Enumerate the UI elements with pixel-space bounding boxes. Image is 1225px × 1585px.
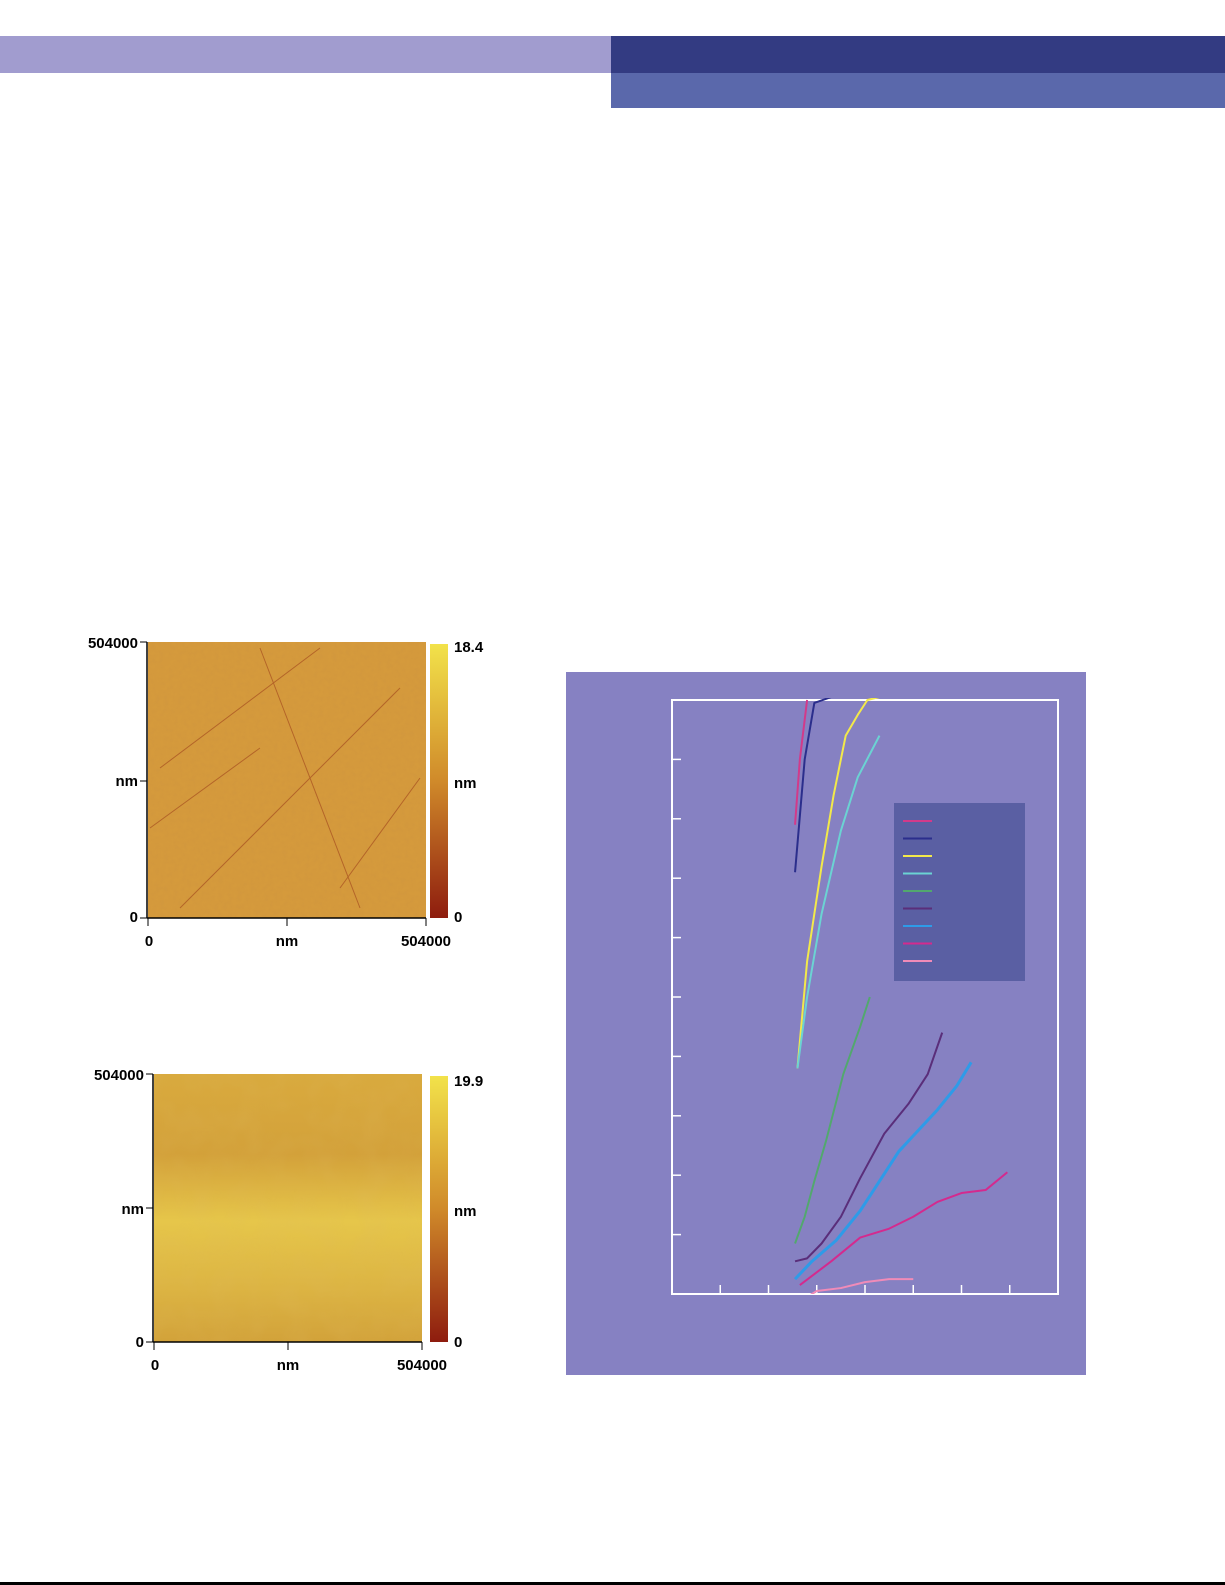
chart-panel-background (566, 672, 1086, 1375)
afm-2-x-tick-left: 0 (151, 1357, 159, 1374)
afm-1-ticks (140, 641, 427, 926)
afm-1-x-tick-left: 0 (145, 933, 153, 950)
series-line-7 (793, 1061, 973, 1281)
series-line-1 (794, 699, 809, 825)
afm-2-x-unit: nm (277, 1357, 300, 1374)
series-line-3 (796, 698, 880, 1069)
afm-1-x-unit: nm (276, 933, 299, 950)
series-line-4 (796, 735, 881, 1069)
series-line-6 (794, 1032, 944, 1263)
series-line-8 (799, 1171, 1008, 1286)
afm-1-scale-max: 18.4 (454, 639, 484, 656)
series-line-9 (810, 1278, 914, 1294)
afm-2-scale-min: 0 (454, 1334, 462, 1351)
afm-1-y-unit: nm (116, 773, 139, 790)
header-band-dark (611, 36, 1225, 73)
afm-2-y-tick-bottom: 0 (136, 1334, 144, 1351)
afm-1-x-tick-right: 504000 (401, 933, 451, 950)
afm-1-scale-unit: nm (454, 775, 477, 792)
chart-legend-swatches (903, 820, 932, 962)
afm-2-x-tick-right: 504000 (397, 1357, 447, 1374)
afm-2-y-tick-top: 504000 (94, 1067, 144, 1084)
afm-2-scale-max: 19.9 (454, 1073, 483, 1090)
chart-series-group (793, 698, 1008, 1294)
afm-2-ticks (146, 1073, 423, 1350)
afm-image-2: 504000 nm 0 0 nm 504000 19.9 nm 0 (94, 1067, 483, 1374)
afm-1-scratches (149, 647, 421, 909)
afm-2-y-unit: nm (122, 1201, 145, 1218)
footer-rule (0, 1582, 1225, 1585)
series-line-2 (794, 698, 832, 873)
afm-2-color-scale (430, 1076, 448, 1342)
afm-image-1: 504000 nm 0 0 nm 504000 18.4 nm 0 (88, 635, 484, 950)
afm-1-scale-min: 0 (454, 909, 462, 926)
header-subband (611, 73, 1225, 108)
afm-1-texture (148, 642, 426, 918)
line-chart (566, 672, 1086, 1375)
afm-1-color-scale (430, 644, 448, 918)
afm-1-y-tick-top: 504000 (88, 635, 138, 652)
afm-2-texture (154, 1074, 422, 1342)
afm-2-scale-unit: nm (454, 1203, 477, 1220)
chart-ticks (672, 758, 1011, 1294)
afm-1-y-tick-bottom: 0 (130, 909, 138, 926)
header-band-light (0, 36, 611, 73)
series-line-5 (794, 996, 871, 1244)
